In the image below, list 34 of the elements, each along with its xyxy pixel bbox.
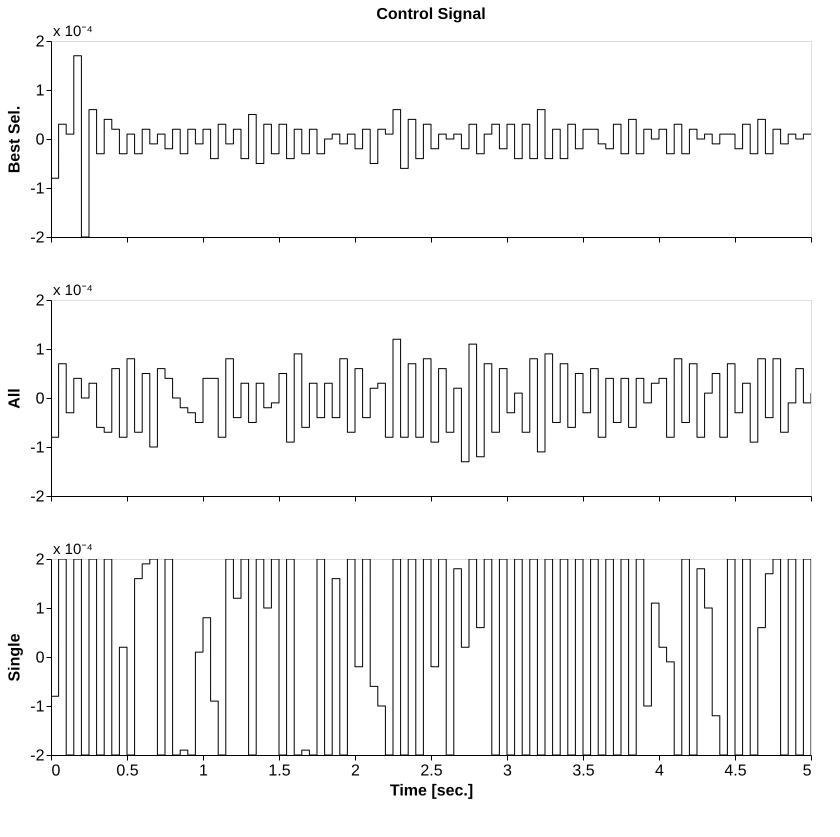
text: x 10⁻⁴ (53, 23, 93, 40)
y-tick-label: -2 (30, 488, 45, 506)
y-tick-label: 0 (36, 650, 45, 666)
y-tick-label: 0 (36, 390, 45, 408)
x-tick-label: 3 (503, 762, 512, 780)
y-axis-title: Best Sel. (6, 106, 24, 174)
x-tick-label: 0.5 (116, 762, 139, 780)
y-tick-label: -1 (30, 440, 45, 456)
x-tick-label: 2 (351, 762, 360, 780)
x-tick-label: 3.5 (572, 762, 595, 780)
y-tick-label: -2 (30, 748, 45, 764)
y-axis-title: All (6, 388, 24, 409)
y-tick-label: -2 (30, 230, 45, 246)
x-tick-label: 5 (802, 762, 812, 780)
x-tick-label: 2.5 (420, 762, 443, 780)
y-tick-label: 1 (36, 600, 45, 618)
y-tick-label: 2 (36, 34, 45, 50)
y-tick-label: -1 (30, 180, 45, 198)
text: x 10⁻⁴ (53, 541, 93, 558)
chart-title: Control Signal (376, 6, 486, 23)
x-axis-title: Time [sec.] (390, 782, 474, 800)
x-tick-label: 4 (655, 762, 664, 780)
y-tick-label: 2 (36, 292, 45, 310)
y-tick-label: 2 (36, 552, 45, 568)
y-tick-label: 0 (36, 132, 45, 148)
x-tick-label: 4.5 (724, 762, 747, 780)
y-tick-label: 1 (36, 342, 45, 358)
x-tick-label: 0 (52, 762, 60, 780)
y-axis-title: Single (6, 633, 24, 682)
x-tick-label: 1 (199, 762, 208, 780)
y-tick-label: -1 (30, 698, 45, 716)
x-tick-label: 1.5 (268, 762, 291, 780)
text: x 10⁻⁴ (53, 282, 93, 299)
y-tick-label: 1 (36, 82, 45, 100)
